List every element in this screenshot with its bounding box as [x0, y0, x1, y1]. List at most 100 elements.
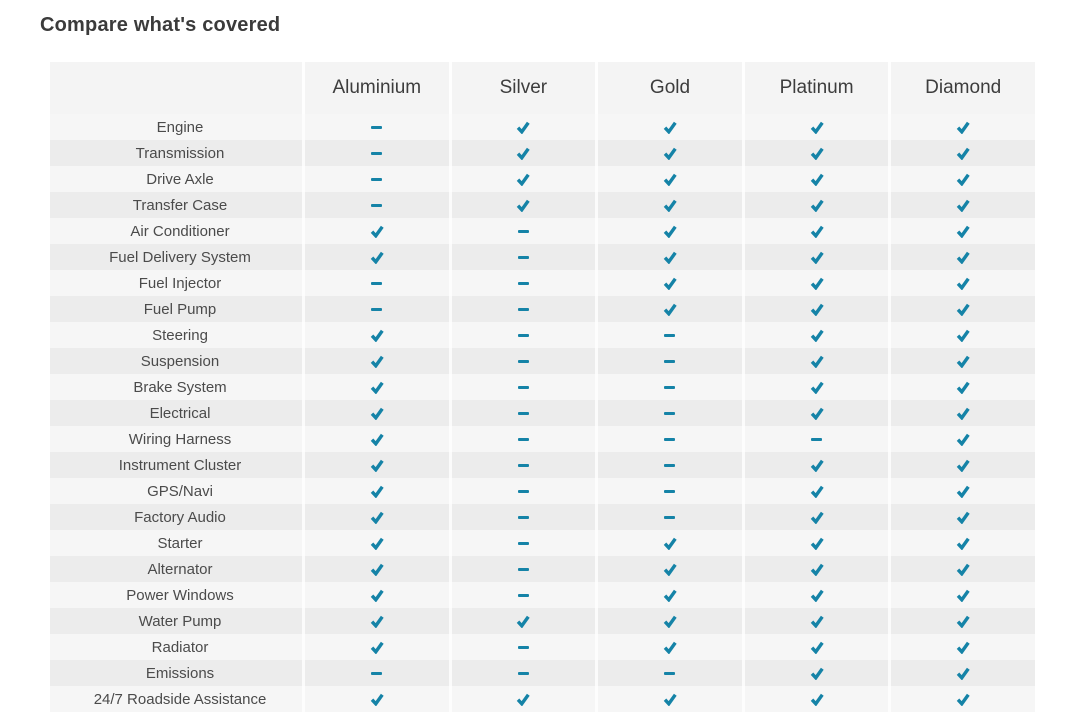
row-label: Emissions — [50, 660, 302, 686]
not-covered-cell — [448, 270, 596, 296]
check-icon — [956, 667, 970, 680]
not-covered-cell — [448, 296, 596, 322]
row-label: Radiator — [50, 634, 302, 660]
dash-icon — [664, 515, 676, 519]
dash-icon — [517, 229, 529, 233]
dash-icon — [517, 489, 529, 493]
not-covered-cell — [448, 634, 596, 660]
covered-cell — [741, 374, 889, 400]
dash-icon — [517, 411, 529, 415]
table-row: Emissions — [50, 660, 1035, 686]
covered-cell — [595, 608, 742, 634]
covered-cell — [741, 140, 889, 166]
covered-cell — [448, 114, 596, 140]
dash-icon — [371, 203, 383, 207]
covered-cell — [888, 166, 1035, 192]
not-covered-cell — [595, 660, 742, 686]
check-icon — [810, 511, 824, 524]
check-icon — [663, 303, 677, 316]
covered-cell — [595, 244, 742, 270]
covered-cell — [595, 114, 742, 140]
check-icon — [810, 355, 824, 368]
check-icon — [370, 563, 384, 576]
row-label: Alternator — [50, 556, 302, 582]
dash-icon — [664, 671, 676, 675]
check-icon — [516, 173, 531, 186]
not-covered-cell — [302, 140, 449, 166]
not-covered-cell — [595, 504, 742, 530]
covered-cell — [302, 400, 449, 426]
check-icon — [810, 485, 824, 498]
check-icon — [956, 615, 970, 628]
covered-cell — [741, 166, 889, 192]
row-label: Wiring Harness — [50, 426, 302, 452]
check-icon — [370, 251, 384, 264]
not-covered-cell — [741, 426, 889, 452]
check-icon — [516, 693, 531, 706]
covered-cell — [302, 348, 449, 374]
covered-cell — [741, 400, 889, 426]
table-row: Wiring Harness — [50, 426, 1035, 452]
covered-cell — [888, 374, 1035, 400]
dash-icon — [517, 515, 529, 519]
check-icon — [956, 355, 970, 368]
dash-icon — [664, 411, 676, 415]
dash-icon — [371, 307, 383, 311]
row-label: Electrical — [50, 400, 302, 426]
covered-cell — [302, 478, 449, 504]
row-label: Power Windows — [50, 582, 302, 608]
check-icon — [956, 173, 970, 186]
check-icon — [956, 459, 970, 472]
covered-cell — [888, 244, 1035, 270]
dash-icon — [517, 307, 529, 311]
covered-cell — [595, 270, 742, 296]
check-icon — [370, 485, 384, 498]
table-row: Starter — [50, 530, 1035, 556]
check-icon — [956, 251, 970, 264]
covered-cell — [302, 582, 449, 608]
covered-cell — [302, 244, 449, 270]
dash-icon — [371, 281, 383, 285]
dash-icon — [517, 541, 529, 545]
covered-cell — [741, 530, 889, 556]
check-icon — [516, 147, 531, 160]
dash-icon — [517, 333, 529, 337]
covered-cell — [302, 556, 449, 582]
plan-header-gold: Gold — [595, 62, 742, 114]
check-icon — [956, 589, 970, 602]
table-row: Water Pump — [50, 608, 1035, 634]
covered-cell — [302, 634, 449, 660]
covered-cell — [741, 582, 889, 608]
not-covered-cell — [448, 478, 596, 504]
row-label: Suspension — [50, 348, 302, 374]
check-icon — [956, 537, 970, 550]
check-icon — [663, 277, 677, 290]
dash-icon — [664, 489, 676, 493]
not-covered-cell — [302, 270, 449, 296]
check-icon — [956, 329, 970, 342]
check-icon — [663, 225, 677, 238]
plan-header-aluminium: Aluminium — [302, 62, 449, 114]
check-icon — [370, 537, 384, 550]
covered-cell — [448, 192, 596, 218]
check-icon — [810, 667, 824, 680]
table-row: Fuel Delivery System — [50, 244, 1035, 270]
check-icon — [956, 511, 970, 524]
not-covered-cell — [595, 374, 742, 400]
covered-cell — [888, 322, 1035, 348]
check-icon — [956, 563, 970, 576]
covered-cell — [888, 114, 1035, 140]
dash-icon — [664, 359, 676, 363]
covered-cell — [595, 192, 742, 218]
check-icon — [370, 589, 384, 602]
check-icon — [370, 225, 384, 238]
row-label: Brake System — [50, 374, 302, 400]
covered-cell — [741, 478, 889, 504]
not-covered-cell — [595, 478, 742, 504]
check-icon — [810, 303, 824, 316]
check-icon — [663, 251, 677, 264]
check-icon — [956, 147, 970, 160]
dash-icon — [371, 177, 383, 181]
covered-cell — [448, 166, 596, 192]
row-label: Fuel Injector — [50, 270, 302, 296]
